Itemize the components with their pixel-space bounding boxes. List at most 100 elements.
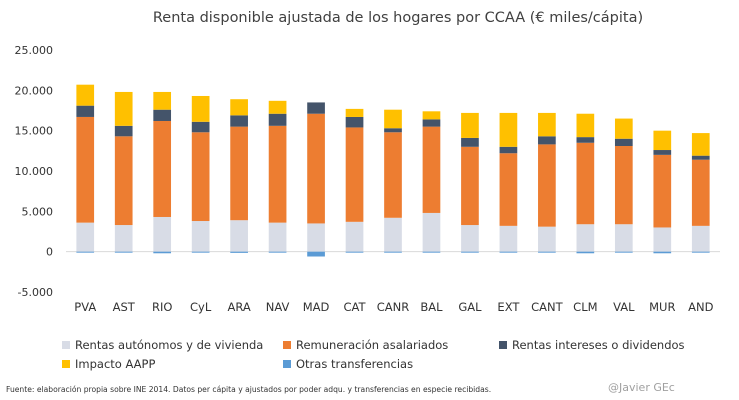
bar-segment: [538, 226, 556, 252]
bar-segment: [461, 146, 479, 226]
legend-label: Rentas intereses o dividendos: [512, 338, 685, 352]
bar-segment: [499, 112, 518, 147]
legend-item-remuneracion: Remuneración asalariados: [283, 338, 448, 352]
bar-segment: [653, 154, 672, 228]
bar-segment: [345, 221, 364, 252]
bar-segment: [691, 225, 710, 252]
bar-segment: [422, 251, 441, 253]
bar-segment: [614, 138, 633, 146]
bar-segment: [576, 224, 595, 252]
bar-segment: [268, 113, 287, 126]
bar-segment: [191, 132, 210, 222]
legend-item-impacto-aapp: Impacto AAPP: [62, 357, 155, 371]
bar-segment: [538, 112, 556, 137]
bar-segment: [268, 125, 287, 223]
bar-segment: [230, 99, 248, 116]
legend-label: Remuneración asalariados: [296, 338, 449, 352]
x-tick-label: NAV: [266, 300, 290, 314]
bar-segment: [576, 251, 595, 254]
bar-segment: [653, 130, 672, 151]
bar-segment: [384, 109, 402, 129]
y-tick-label: -5.000: [18, 286, 53, 299]
chart-area: Renta disponible ajustada de los hogares…: [15, 10, 720, 314]
bar-segment: [268, 222, 287, 252]
bar-segment: [691, 159, 710, 226]
bar-segment: [76, 222, 95, 252]
legend-label: Rentas autónomos y de vivienda: [75, 338, 264, 352]
bar-segment: [576, 142, 595, 225]
bar-segment: [538, 144, 556, 227]
bar-segment: [538, 136, 556, 145]
bar-segment: [307, 113, 325, 224]
legend-swatch: [62, 360, 70, 368]
bar-segment: [345, 108, 364, 117]
bar-segment: [153, 109, 172, 121]
bar-segment: [653, 150, 672, 155]
bar-segment: [384, 251, 402, 253]
bar-segment: [307, 223, 325, 252]
bar-segment: [307, 251, 325, 257]
bar-segment: [461, 112, 479, 138]
bar-segment: [345, 116, 364, 128]
legend-item-rentas-intereses: Rentas intereses o dividendos: [499, 338, 685, 352]
bar-segment: [76, 251, 95, 253]
bar-segment: [268, 251, 287, 253]
x-tick-label: CLM: [573, 300, 597, 314]
bar-segment: [691, 251, 710, 253]
bar-segment: [114, 136, 133, 226]
bar-segment: [691, 133, 710, 156]
x-tick-label: CANT: [531, 300, 563, 314]
legend-swatch: [283, 341, 291, 349]
x-tick-label: MAD: [303, 300, 330, 314]
legend-item-rentas-autonomos: Rentas autónomos y de vivienda: [62, 338, 263, 352]
bar-series: [76, 84, 710, 257]
chart-title: Renta disponible ajustada de los hogares…: [153, 10, 643, 26]
y-tick-label: 10.000: [15, 165, 54, 178]
bar-segment: [384, 132, 402, 218]
bar-segment: [230, 251, 248, 253]
bar-segment: [461, 251, 479, 253]
bar-segment: [499, 251, 518, 253]
x-tick-label: BAL: [420, 300, 443, 314]
source-note: Fuente: elaboración propia sobre INE 201…: [6, 385, 492, 394]
y-tick-label: 15.000: [15, 125, 54, 138]
x-tick-label: CAT: [344, 300, 367, 314]
bar-segment: [114, 125, 133, 137]
legend-swatch: [499, 341, 507, 349]
bar-segment: [191, 121, 210, 133]
bar-segment: [307, 102, 325, 114]
x-tick-label: MUR: [649, 300, 675, 314]
x-tick-label: AND: [688, 300, 713, 314]
x-axis: PVA AST RIO CyL ARA NAV MAD CAT CANR BAL GAL EXT CAN…: [74, 300, 713, 314]
legend-label: Impacto AAPP: [75, 357, 156, 371]
x-tick-label: PVA: [74, 300, 96, 314]
bar-segment: [614, 145, 633, 225]
bar-segment: [499, 146, 518, 154]
legend-item-otras-transferencias: Otras transferencias: [283, 357, 413, 371]
bar-segment: [76, 116, 95, 223]
bar-segment: [653, 227, 672, 252]
y-tick-label: 5.000: [22, 205, 54, 218]
bar-segment: [576, 137, 595, 143]
y-tick-label: 25.000: [15, 44, 54, 57]
bar-segment: [230, 220, 248, 252]
bar-segment: [499, 225, 518, 252]
author-credit: @Javier GEc: [608, 381, 675, 394]
bar-segment: [461, 137, 479, 147]
bar-segment: [345, 251, 364, 253]
bar-segment: [114, 225, 133, 252]
bar-segment: [538, 251, 556, 253]
bar-segment: [230, 115, 248, 127]
y-axis: -5.000 0 5.000 10.000 15.000 20.000 25.000: [15, 44, 54, 299]
legend-swatch: [62, 341, 70, 349]
legend-swatch: [283, 360, 291, 368]
bar-segment: [268, 100, 287, 114]
legend-label: Otras transferencias: [296, 357, 414, 371]
bar-segment: [230, 126, 248, 221]
bar-segment: [384, 217, 402, 252]
legend: Rentas autónomos y de vivienda Remunerac…: [62, 338, 732, 376]
bar-segment: [422, 111, 441, 120]
bar-segment: [461, 225, 479, 252]
bar-segment: [114, 251, 133, 253]
x-tick-label: EXT: [497, 300, 520, 314]
